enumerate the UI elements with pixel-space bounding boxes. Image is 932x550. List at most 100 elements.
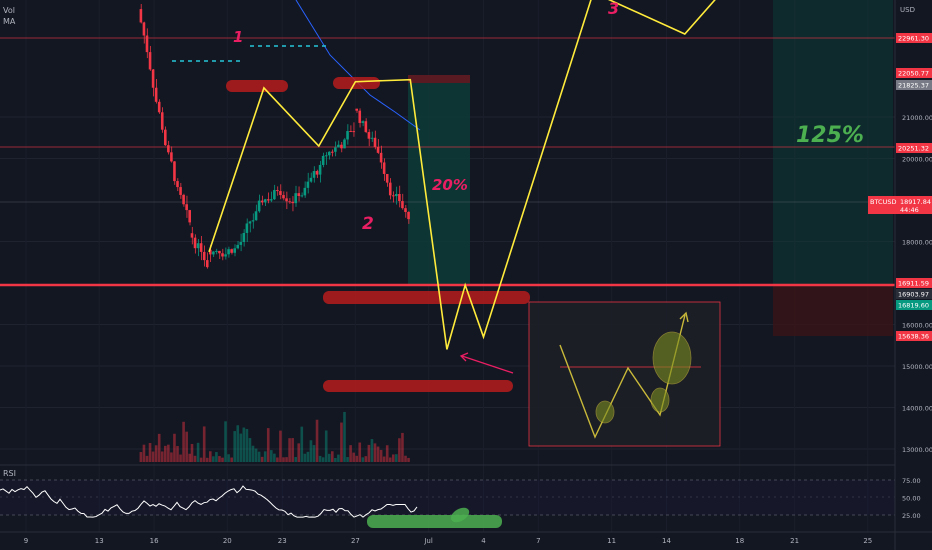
volume-bar [379,449,383,462]
volume-bar [291,438,294,462]
time-tick-label: 13 [95,537,104,545]
volume-bar [358,442,362,462]
candle-body [315,171,319,175]
volume-bar [385,445,389,462]
price-badge-label: 22050.77 [898,70,929,78]
candle-body [309,177,313,182]
long-position-profit-zone [408,83,470,286]
volume-bar [139,452,143,462]
volume-bar [273,453,276,462]
volume-bar [245,429,249,462]
volume-bar [370,439,374,462]
candle-body [367,132,371,139]
pct-label-small: 20% [432,176,468,194]
volume-bar [361,457,365,462]
candle-body [236,244,240,249]
pct-label-big: 125% [796,123,864,148]
candle-body [395,193,398,197]
volume-bar [346,457,349,462]
volume-bar [209,451,212,462]
candle-body [160,112,164,130]
candlesticks [139,3,410,269]
candle-body [270,199,273,201]
ma-indicator-label[interactable]: MA [3,17,16,26]
volume-bar [315,419,319,462]
lower-support-highlight [323,380,513,392]
rsi-highlight-blob [450,507,470,523]
volume-bar [233,431,236,462]
volume-bar [205,457,209,462]
candle-body [334,147,337,152]
inset-circle-1 [595,400,615,424]
volume-bar [242,427,246,462]
candle-body [193,237,197,249]
rsi-tick-label: 25.00 [902,512,921,520]
volume-bar [288,438,291,462]
volume-bar [151,451,155,462]
candle-body [167,145,170,153]
candle-body [188,210,191,223]
candle-body [376,146,380,153]
volume-bar [167,444,170,462]
candle-body [202,251,206,261]
candle-body [248,221,252,224]
volume-bar [312,445,316,462]
price-badge-label: 16911.59 [898,280,929,288]
candle-body [190,233,194,238]
price-badge [896,143,932,153]
volume-bar [303,453,307,462]
candle-body [170,152,173,162]
price-tick-label: 15000.00 [902,363,932,371]
horizontal-levels [0,37,895,287]
last-price-badge [868,196,932,214]
volume-bar [392,454,395,462]
price-tick-label: 14000.00 [902,405,932,413]
candle-body [151,69,155,88]
support-highlight [323,291,530,304]
candle-body [196,243,200,249]
price-tick-label: 13000.00 [902,446,932,454]
top-highlight-1 [226,80,288,92]
candle-body [279,191,282,196]
volume-bar [221,457,224,462]
candle-body [285,198,288,202]
volume-bar [257,451,261,462]
candle-body [361,121,365,123]
volume-bar [176,446,179,462]
volume-bar [334,457,337,462]
inset-pattern-box [528,301,721,447]
price-badge [896,331,932,341]
time-tick-label: 7 [536,537,540,545]
candle-body [343,139,346,149]
time-tick-label: 16 [150,537,159,545]
volume-bar [170,452,173,462]
candle-body [233,248,236,253]
volume-bar [196,442,200,462]
volume-bar [349,445,352,462]
volume-bar [164,445,167,462]
candle-body [273,190,276,200]
volume-bar [300,426,304,462]
candle-body [145,35,149,53]
inset-circle-2 [650,387,670,413]
candle-body [263,199,267,203]
price-badge-label: 22961.30 [898,35,929,43]
volume-bar [227,454,230,462]
volume-bar [395,454,398,462]
candle-body [142,22,146,36]
candle-body [355,108,358,111]
volume-bar [218,456,221,462]
volume-bar [340,422,343,462]
volume-bars [139,411,410,462]
vol-indicator-label[interactable]: Vol [3,6,15,15]
currency-label: USD [900,6,915,14]
candle-body [382,162,386,174]
time-tick-label: 4 [481,537,486,545]
candle-body [352,131,355,133]
rsi-indicator-label[interactable]: RSI [3,469,16,478]
candle-body [260,200,264,203]
candle-body [185,204,188,211]
candle-body [321,155,325,165]
candle-body [173,161,176,182]
